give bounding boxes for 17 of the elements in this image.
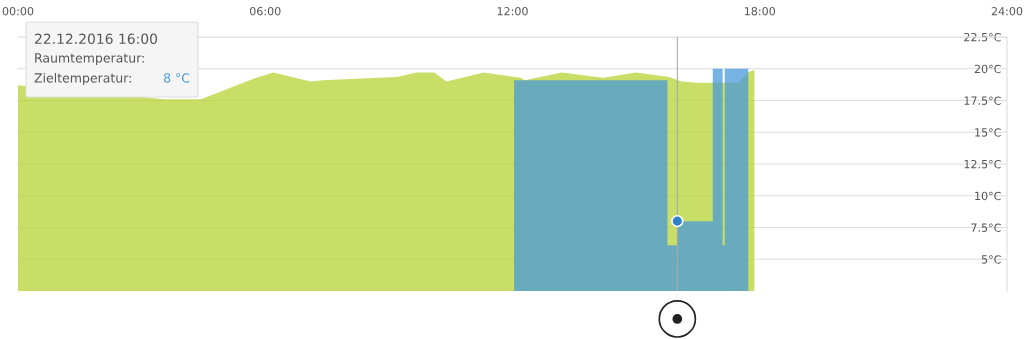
y-tick-label: 17.5°C bbox=[964, 96, 1001, 105]
y-tick-label: 20°C bbox=[974, 64, 1001, 74]
x-tick-label: 06:00 bbox=[249, 7, 281, 16]
annotation: 22.12.2016 16:00 bbox=[35, 33, 158, 45]
y-tick-label: 10°C bbox=[975, 191, 1001, 201]
annotation: Raumtemperatur: bbox=[35, 53, 144, 66]
x-tick-label: 00:00 bbox=[2, 7, 34, 16]
y-tick-label: 12.5°C bbox=[964, 159, 1001, 169]
y-tick-label: 7.5°C bbox=[971, 223, 1001, 232]
y-tick-label: 5°C bbox=[981, 255, 1001, 264]
x-tick-label: 24:00 bbox=[991, 7, 1023, 16]
annotation: 8 °C bbox=[163, 73, 190, 83]
x-tick-label: 12:00 bbox=[497, 7, 528, 16]
x-tick-label: 18:00 bbox=[744, 7, 776, 16]
y-tick-label: 22.5°C bbox=[964, 32, 1001, 42]
y-tick-label: 15°C bbox=[975, 128, 1001, 137]
annotation: Zieltemperatur: bbox=[34, 72, 131, 86]
